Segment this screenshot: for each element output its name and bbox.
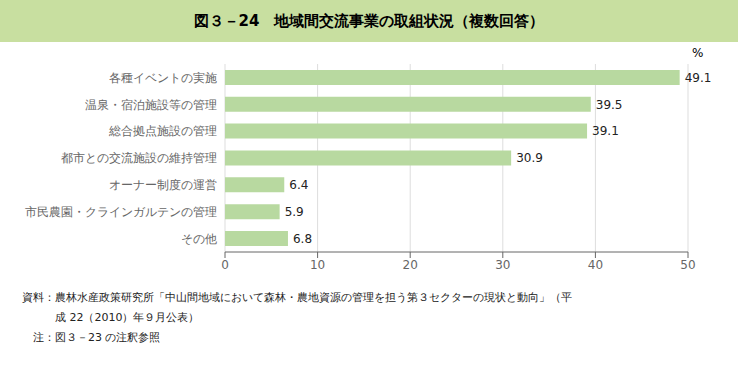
svg-text:その他: その他 (181, 232, 217, 246)
svg-text:49.1: 49.1 (685, 71, 712, 85)
svg-text:50: 50 (680, 258, 695, 272)
svg-text:39.1: 39.1 (592, 124, 619, 138)
svg-text:総合拠点施設の管理: 総合拠点施設の管理 (108, 124, 217, 138)
svg-text:6.8: 6.8 (293, 232, 312, 246)
svg-text:市民農園・クラインガルテンの管理: 市民農園・クラインガルテンの管理 (25, 205, 217, 219)
html-text:図３－24 地域間交流事業の取組状況（複数回答）: 図３－24 地域間交流事業の取組状況（複数回答） (193, 11, 545, 30)
svg-text:各種イベントの実施: 各種イベントの実施 (109, 71, 217, 85)
svg-text:40: 40 (588, 258, 603, 272)
svg-text:30: 30 (495, 258, 510, 272)
svg-text:5.9: 5.9 (285, 205, 304, 219)
svg-text:オーナー制度の運営: オーナー制度の運営 (109, 178, 217, 192)
svg-text:39.5: 39.5 (596, 98, 623, 112)
html-text:注：図３－23 の注釈参照: 注：図３－23 の注釈参照 (22, 331, 161, 344)
svg-text:30.9: 30.9 (516, 151, 543, 165)
html-text:成 22（2010）年９月公表）: 成 22（2010）年９月公表） (22, 311, 200, 324)
svg-text:10: 10 (310, 258, 325, 272)
svg-text:20: 20 (403, 258, 418, 272)
svg-text:都市との交流施設の維持管理: 都市との交流施設の維持管理 (61, 151, 217, 165)
svg-text:0: 0 (221, 258, 229, 272)
svg-text:温泉・宿泊施設等の管理: 温泉・宿泊施設等の管理 (85, 98, 217, 112)
svg-text:6.4: 6.4 (289, 178, 308, 192)
html-text:資料：農林水産政策研究所「中山間地域において森林・農地資源の: 資料：農林水産政策研究所「中山間地域において森林・農地資源の管理を担う第３セクタ… (22, 291, 572, 304)
